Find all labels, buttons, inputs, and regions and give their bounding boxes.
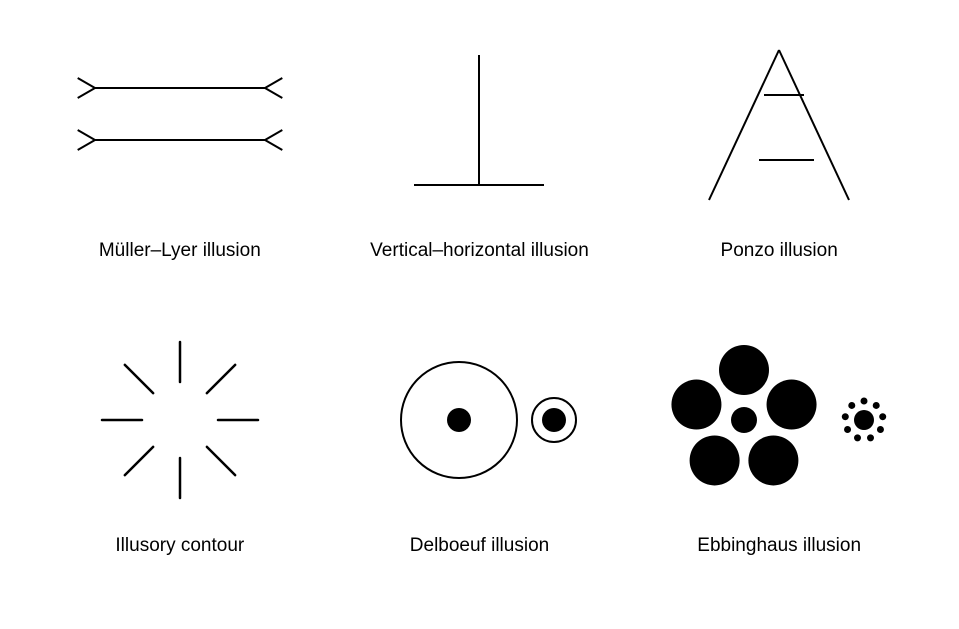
cell-muller-lyer: Müller–Lyer illusion	[30, 20, 330, 315]
caption-muller-lyer: Müller–Lyer illusion	[99, 240, 261, 262]
figure-illusory-contour	[50, 315, 310, 525]
figure-delboeuf	[349, 315, 609, 525]
caption-ebbinghaus: Ebbinghaus illusion	[697, 535, 861, 557]
caption-vertical-horizontal: Vertical–horizontal illusion	[370, 240, 589, 262]
cell-ebbinghaus: Ebbinghaus illusion	[629, 315, 929, 610]
ponzo-icon	[664, 40, 894, 210]
caption-illusory-contour: Illusory contour	[115, 535, 244, 557]
cell-vertical-horizontal: Vertical–horizontal illusion	[330, 20, 630, 315]
cell-illusory-contour: Illusory contour	[30, 315, 330, 610]
cell-delboeuf: Delboeuf illusion	[330, 315, 630, 610]
figure-muller-lyer	[50, 20, 310, 230]
figure-ponzo	[649, 20, 909, 230]
figure-ebbinghaus	[649, 315, 909, 525]
ebbinghaus-icon	[649, 325, 909, 515]
figure-vertical-horizontal	[349, 20, 609, 230]
illusory-contour-icon	[65, 325, 295, 515]
caption-ponzo: Ponzo illusion	[721, 240, 838, 262]
muller-lyer-icon	[65, 40, 295, 210]
illusions-grid: Müller–Lyer illusion Vertical–horizontal…	[0, 0, 959, 629]
delboeuf-icon	[364, 325, 594, 515]
caption-delboeuf: Delboeuf illusion	[410, 535, 549, 557]
cell-ponzo: Ponzo illusion	[629, 20, 929, 315]
vertical-horizontal-icon	[364, 40, 594, 210]
